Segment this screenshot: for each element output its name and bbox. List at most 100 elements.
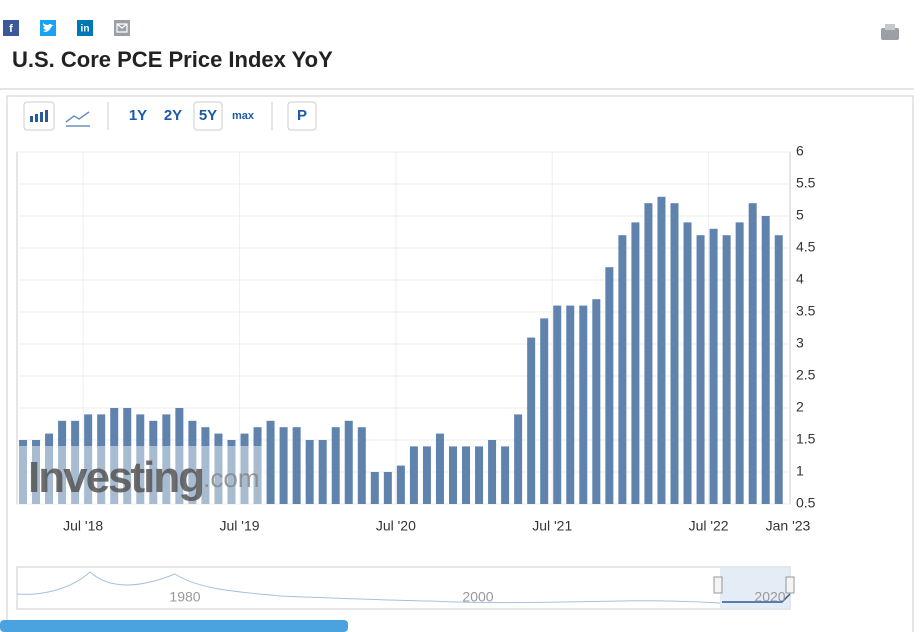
bar [175, 408, 184, 504]
line-chart-button[interactable] [65, 111, 90, 127]
print-paper [885, 24, 895, 30]
navigator-label: 2000 [462, 589, 493, 605]
y-tick-label: 0.5 [796, 495, 816, 511]
range-selected [193, 101, 223, 131]
navigator-label: 2020 [754, 589, 785, 605]
range-button[interactable]: 1Y [129, 107, 147, 124]
bar [462, 446, 471, 504]
bar [344, 420, 353, 504]
bar [162, 414, 171, 504]
bar [683, 222, 692, 504]
bar [110, 408, 119, 504]
bar [45, 433, 54, 504]
twitter-bird [43, 23, 54, 32]
bar [32, 440, 41, 504]
bar [592, 299, 601, 504]
bar [409, 446, 418, 504]
bar [305, 440, 314, 504]
p-button-label: P [297, 107, 307, 124]
bar [774, 235, 783, 504]
bar [136, 414, 145, 504]
x-tick-label: Jul '20 [376, 518, 416, 534]
bar [618, 235, 627, 504]
y-tick-label: 5 [796, 207, 804, 223]
bar [514, 414, 523, 504]
navigator-label: 1980 [169, 589, 200, 605]
bar [71, 420, 80, 504]
y-tick-label: 3.5 [796, 303, 816, 319]
bar [501, 446, 510, 504]
x-tick-label: Jul '19 [219, 518, 259, 534]
navigator-handle[interactable] [713, 576, 723, 594]
linkedin-letters: in [81, 24, 90, 35]
bar [475, 446, 484, 504]
watermark: Investing.com [28, 453, 260, 502]
p-button[interactable] [287, 101, 317, 131]
bar [149, 420, 158, 504]
bar [227, 440, 236, 504]
navigator-line [16, 571, 721, 604]
y-tick-label: 4 [796, 271, 804, 287]
y-tick-label: 2.5 [796, 367, 816, 383]
linkedin-icon[interactable] [77, 20, 93, 36]
bar [357, 427, 366, 504]
bar [201, 427, 210, 504]
bar [696, 235, 705, 504]
bar [253, 427, 262, 504]
range-button[interactable]: 5Y [199, 107, 217, 124]
bar [292, 427, 301, 504]
bar [735, 222, 744, 504]
plot: 0.5 1 1.5 2 2.5 3 3.5 4 4.5 5 5.5 6 Jul '18 Jul '19 Ju… [17, 143, 816, 534]
bar [422, 446, 431, 504]
bottom-banner[interactable] [0, 620, 348, 632]
bar [553, 305, 562, 504]
bar [331, 427, 340, 504]
bar-chart-button[interactable] [23, 101, 55, 131]
bar [448, 446, 457, 504]
x-tick-label: Jul '22 [689, 518, 729, 534]
bar [266, 420, 275, 504]
x-tick-label: Jul '21 [532, 518, 572, 534]
bar [566, 305, 575, 504]
navigator-handle[interactable] [785, 576, 795, 594]
chart-frame [6, 95, 914, 632]
bar [527, 337, 536, 504]
y-tick-label: 1.5 [796, 431, 816, 447]
bar [383, 472, 392, 504]
bar [670, 203, 679, 504]
bar [709, 228, 718, 505]
navigator[interactable] [16, 566, 791, 610]
range-button[interactable]: 2Y [164, 107, 182, 124]
watermark-veil [18, 446, 266, 504]
bar [214, 433, 223, 504]
facebook-letter: f [9, 23, 13, 35]
bar [657, 196, 666, 505]
range-button[interactable]: max [232, 110, 255, 122]
x-end-label: Jan '23 [766, 518, 811, 534]
bar [644, 203, 653, 504]
bar [605, 267, 614, 504]
bar [19, 440, 27, 504]
y-tick-label: 5.5 [796, 175, 816, 191]
bar [631, 222, 640, 504]
bar-icon [30, 110, 48, 122]
y-tick-label: 3 [796, 335, 804, 351]
y-tick-label: 6 [796, 143, 804, 159]
navigator-selected-line [722, 593, 791, 603]
bar [488, 440, 497, 504]
bar [540, 318, 549, 504]
watermark-suffix: .com [203, 463, 259, 493]
bar [58, 420, 67, 504]
print-icon[interactable] [881, 28, 899, 40]
bar [123, 408, 132, 504]
bar [748, 203, 757, 504]
bar [396, 465, 405, 504]
facebook-icon[interactable] [3, 20, 19, 36]
y-tick-label: 1 [796, 463, 804, 479]
page-title: U.S. Core PCE Price Index YoY [12, 47, 333, 72]
bar [722, 235, 731, 504]
bar [370, 472, 379, 504]
y-tick-label: 4.5 [796, 239, 816, 255]
